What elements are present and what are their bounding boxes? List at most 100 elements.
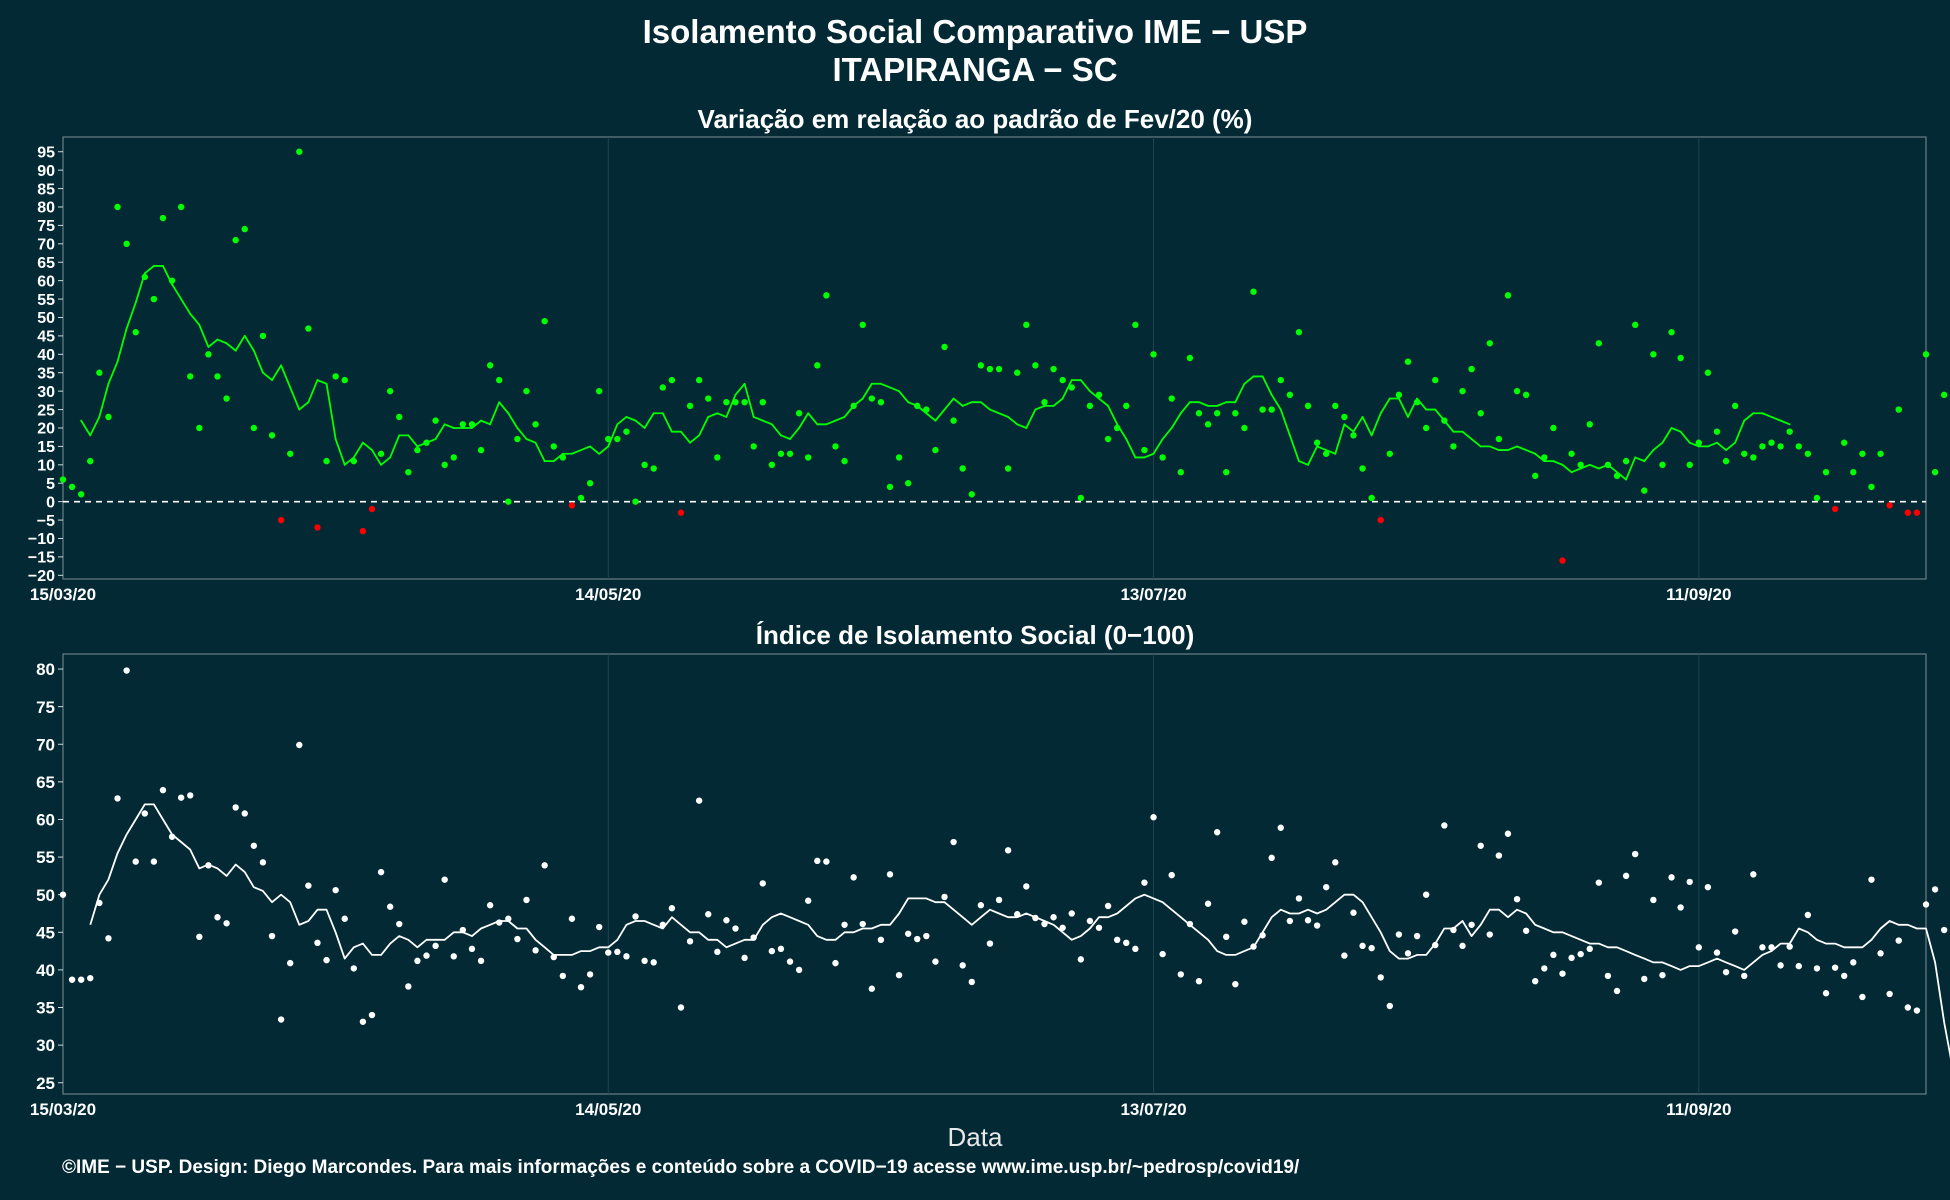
data-point xyxy=(850,402,857,410)
data-point xyxy=(1441,417,1448,424)
moving-average-segment xyxy=(1398,397,1409,418)
data-point xyxy=(1486,931,1493,938)
data-point xyxy=(1641,975,1648,983)
data-point xyxy=(1904,509,1912,516)
data-point xyxy=(1386,450,1394,457)
moving-average-segment xyxy=(1670,427,1682,433)
data-point xyxy=(1413,399,1421,406)
moving-average-segment xyxy=(1216,401,1228,407)
data-point xyxy=(1695,944,1703,951)
data-point xyxy=(59,476,67,483)
moving-average-segment xyxy=(1298,460,1309,466)
moving-average-segment xyxy=(1170,412,1182,429)
x-tick-label: 13/07/20 xyxy=(1120,585,1186,604)
data-point xyxy=(759,399,766,406)
data-point xyxy=(741,399,748,406)
moving-average-segment xyxy=(1243,375,1255,385)
moving-average-segment xyxy=(698,416,710,437)
data-point xyxy=(995,896,1003,904)
moving-average-segment xyxy=(307,379,319,404)
data-point xyxy=(795,410,803,417)
moving-average-segment xyxy=(952,397,964,407)
data-point xyxy=(1023,321,1030,329)
data-point xyxy=(1568,954,1575,962)
data-point xyxy=(1132,321,1139,329)
data-point xyxy=(523,896,530,904)
data-point xyxy=(786,958,794,965)
moving-average-segment xyxy=(598,445,610,455)
data-point xyxy=(68,483,76,491)
moving-average-segment xyxy=(289,386,301,411)
data-point xyxy=(1477,410,1484,417)
y-tick-label: 95 xyxy=(37,144,55,161)
moving-average-segment xyxy=(262,371,273,382)
moving-average-segment xyxy=(407,434,419,448)
moving-average-segment xyxy=(1143,452,1155,459)
moving-average-segment xyxy=(798,412,810,429)
data-point xyxy=(1204,421,1212,428)
y-tick-label: 35 xyxy=(36,999,55,1018)
data-point xyxy=(1631,850,1639,858)
data-point xyxy=(623,953,630,960)
data-point xyxy=(323,457,330,465)
moving-average-segment xyxy=(1706,441,1718,448)
moving-average-segment xyxy=(243,334,255,352)
data-point xyxy=(568,502,576,509)
plot-frame xyxy=(62,653,1927,1095)
data-point xyxy=(1350,432,1357,439)
data-point xyxy=(1786,943,1793,950)
data-point xyxy=(1804,450,1812,457)
y-tick-label: 70 xyxy=(37,237,55,254)
data-point xyxy=(432,417,439,424)
moving-average-segment xyxy=(707,412,719,418)
data-point xyxy=(614,948,621,956)
data-point xyxy=(1777,443,1784,450)
moving-average-segment xyxy=(861,382,873,400)
data-point xyxy=(705,911,712,918)
y-tick-label: 50 xyxy=(37,310,55,327)
data-point xyxy=(1323,883,1330,891)
data-point xyxy=(832,443,839,450)
data-point xyxy=(1177,971,1185,978)
data-point xyxy=(486,362,494,369)
data-point xyxy=(350,965,358,972)
moving-average-segment xyxy=(252,349,264,374)
data-point xyxy=(1731,402,1739,410)
moving-average-segment xyxy=(1743,412,1755,422)
moving-average-segment xyxy=(516,427,528,440)
data-point xyxy=(1323,450,1330,457)
data-point xyxy=(477,957,485,965)
moving-average-segment xyxy=(734,382,746,396)
data-point xyxy=(1731,928,1739,935)
data-point xyxy=(850,874,857,881)
data-point xyxy=(332,886,339,894)
data-point xyxy=(1841,439,1848,446)
moving-average-segment xyxy=(925,412,937,422)
data-point xyxy=(1023,883,1030,890)
data-point xyxy=(1250,288,1257,295)
y-tick-label: 75 xyxy=(37,218,55,235)
data-point xyxy=(668,905,676,912)
data-point xyxy=(496,919,503,926)
moving-average-segment xyxy=(534,441,546,463)
moving-average-segment xyxy=(316,379,328,385)
moving-average-segment xyxy=(171,283,183,300)
data-point xyxy=(1504,830,1512,837)
moving-average-segment xyxy=(1761,412,1773,418)
moving-average-segment xyxy=(889,386,900,393)
data-point xyxy=(714,454,721,461)
data-point xyxy=(214,373,221,380)
data-point xyxy=(141,810,148,817)
data-point xyxy=(332,373,339,380)
data-point xyxy=(1186,920,1194,928)
data-point xyxy=(977,362,985,369)
moving-average-segment xyxy=(770,423,782,437)
data-point xyxy=(1486,340,1493,347)
moving-average-segment xyxy=(1270,393,1282,411)
data-point xyxy=(77,491,85,498)
data-point xyxy=(296,741,303,749)
data-point xyxy=(1522,927,1530,934)
data-point xyxy=(441,876,448,883)
data-point xyxy=(241,810,248,817)
data-point xyxy=(1559,557,1566,564)
